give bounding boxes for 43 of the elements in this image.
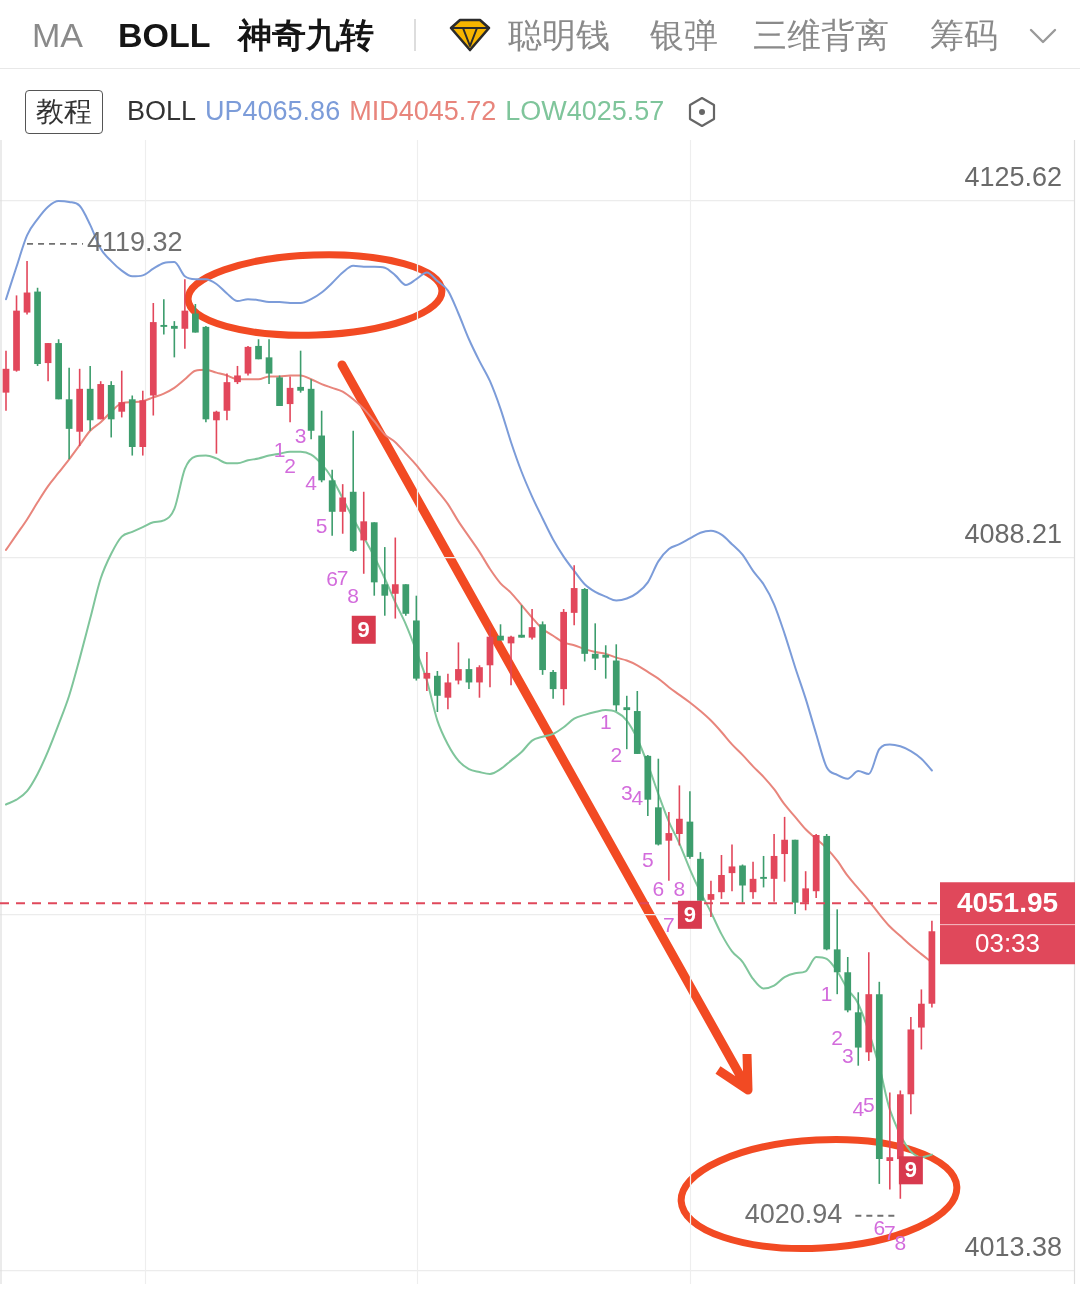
text: 5 <box>315 514 328 538</box>
text: 2 <box>831 1025 844 1049</box>
text: 6 <box>326 567 339 591</box>
text: 3 <box>620 780 633 804</box>
text: 银弹 <box>650 15 718 55</box>
text: 2 <box>610 742 623 766</box>
text: 9 <box>904 1157 917 1183</box>
button[interactable]: 教程 <box>25 89 103 134</box>
text: MID4045.72 <box>349 96 497 127</box>
text: 4 <box>852 1097 865 1121</box>
text: 6 <box>652 877 665 901</box>
annotation: 4020.94 <box>744 1199 843 1230</box>
text: 2 <box>284 453 296 477</box>
text: 1 <box>599 710 612 734</box>
text: 9 <box>683 901 697 927</box>
text: 4 <box>631 785 644 809</box>
text: MA <box>32 15 83 55</box>
text: 4 <box>305 471 317 495</box>
text: 三维背离 <box>753 15 889 55</box>
text: 6 <box>873 1215 886 1239</box>
text: 聪明钱 <box>508 15 610 55</box>
text: 7 <box>336 565 349 589</box>
text: BOLL <box>118 15 211 55</box>
text: 神奇九转 <box>238 15 374 55</box>
text: 7 <box>883 1221 896 1245</box>
y-tick-label: 4088.21 <box>964 518 1062 549</box>
text: 3 <box>294 424 307 448</box>
text: 8 <box>673 877 686 901</box>
text: 8 <box>347 583 360 607</box>
text: 1 <box>820 982 833 1006</box>
text: 4051.95 <box>956 886 1059 918</box>
text: 3 <box>841 1044 854 1068</box>
text: 03:33 <box>974 928 1041 959</box>
text: 7 <box>663 912 675 936</box>
text: LOW4025.57 <box>505 96 665 127</box>
text: 5 <box>641 847 654 871</box>
text: 5 <box>862 1092 875 1116</box>
y-tick-label: 4013.38 <box>964 1232 1062 1263</box>
y-tick-label: 4125.62 <box>964 162 1062 193</box>
text: 9 <box>357 616 370 642</box>
legend-title: BOLL <box>127 96 197 127</box>
text: UP4065.86 <box>205 96 341 127</box>
text: 筹码 <box>930 15 998 55</box>
